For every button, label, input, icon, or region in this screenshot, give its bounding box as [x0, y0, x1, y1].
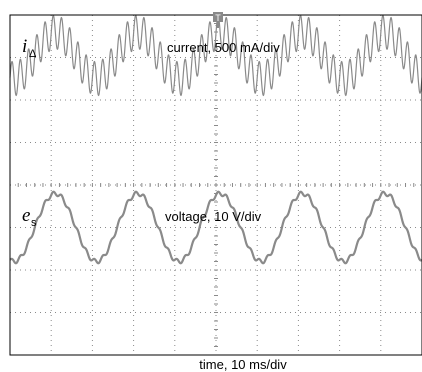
x-axis-label: time, 10 ms/div — [199, 357, 287, 372]
channel-1-label: current, 500 mA/div — [167, 40, 280, 55]
channel-2-trace — [9, 190, 422, 265]
trigger-marker: T — [213, 12, 223, 28]
channel-2-subscript: s — [31, 217, 37, 229]
traces — [9, 14, 422, 265]
trigger-marker-glyph: T — [215, 13, 221, 23]
channel-1-symbol: i — [22, 36, 27, 57]
grid — [9, 14, 422, 356]
channel-2-symbol: e — [22, 205, 30, 226]
trigger-marker-box — [213, 12, 223, 22]
channel-2-label: voltage, 10 V/div — [165, 209, 262, 224]
channel-1-trace — [9, 14, 422, 97]
channel-1-subscript: Δ — [29, 48, 37, 60]
